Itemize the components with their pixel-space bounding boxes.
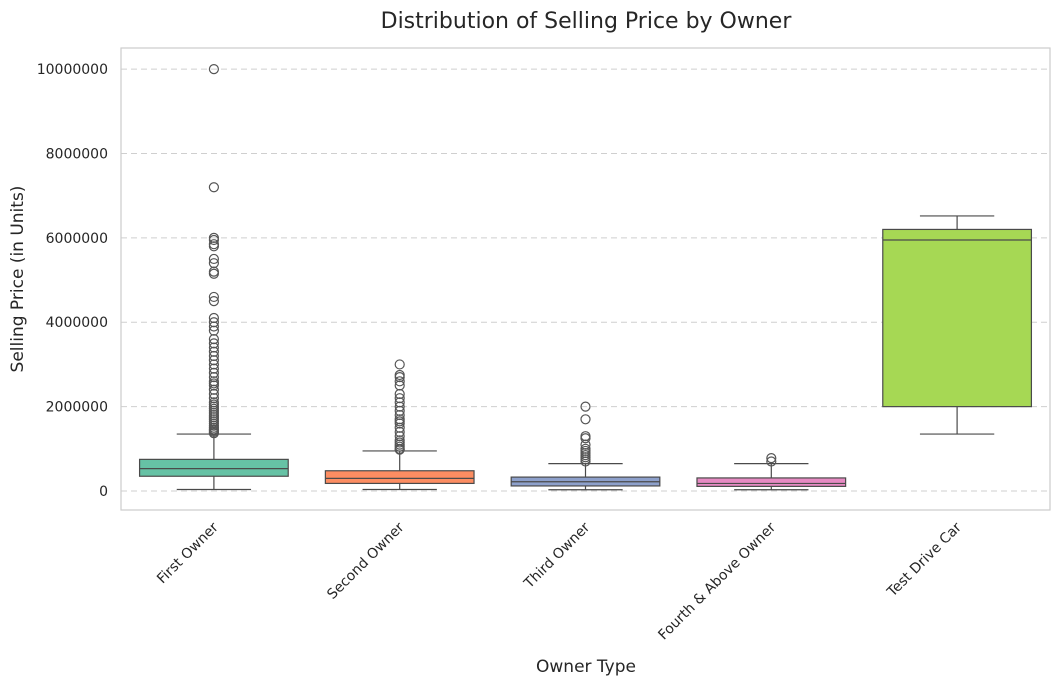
iqr-box <box>324 470 475 485</box>
grid <box>121 68 1050 492</box>
outlier-point <box>394 393 405 404</box>
outlier-point <box>208 268 219 279</box>
plot-area <box>138 63 1033 491</box>
box-3 <box>510 401 661 491</box>
outlier-point <box>580 401 591 412</box>
x-tick-label: First Owner <box>154 519 222 587</box>
outlier-point <box>208 258 219 269</box>
y-tick-label: 8000000 <box>46 146 108 162</box>
outlier-point <box>208 63 219 75</box>
y-axis-ticks: 0 2000000 4000000 6000000 8000000 10000000 <box>37 62 108 500</box>
outlier-point <box>766 456 777 467</box>
iqr-box <box>882 228 1033 408</box>
y-tick-label: 10000000 <box>37 62 108 78</box>
outlier-point <box>580 431 591 442</box>
outlier-point <box>394 376 405 387</box>
outlier-point <box>208 182 219 193</box>
outlier-point <box>208 266 219 277</box>
outlier-point <box>394 369 405 381</box>
box-4 <box>696 453 847 491</box>
y-tick-label: 0 <box>99 484 108 500</box>
outlier-point <box>580 414 591 425</box>
x-tick-label: Second Owner <box>324 519 407 602</box>
iqr-box <box>696 477 847 487</box>
outlier-point <box>208 296 219 307</box>
outlier-point <box>580 433 591 444</box>
x-axis-ticks: First Owner Second Owner Third Owner Fourth… <box>154 519 965 643</box>
y-axis-label: Selling Price (in Units) <box>8 186 28 373</box>
outlier-point <box>580 443 591 454</box>
x-tick-label: Test Drive Car <box>884 519 965 600</box>
y-tick-label: 2000000 <box>46 400 108 416</box>
chart-title: Distribution of Selling Price by Owner <box>381 9 793 34</box>
box-2 <box>324 359 475 491</box>
outlier-point <box>208 253 219 265</box>
x-axis-label: Owner Type <box>536 657 636 677</box>
x-tick-label: Third Owner <box>521 519 594 592</box>
iqr-box <box>138 458 289 477</box>
outlier-point <box>208 239 219 250</box>
outlier-point <box>208 338 219 349</box>
box-1 <box>138 63 289 491</box>
outlier-point <box>394 359 405 370</box>
box-5 <box>882 215 1033 435</box>
outlier-point <box>208 232 219 243</box>
outlier-point <box>208 291 219 303</box>
outlier-point <box>208 312 219 324</box>
y-tick-label: 6000000 <box>46 231 108 247</box>
plot-frame <box>120 47 1051 511</box>
outlier-point <box>208 317 219 328</box>
y-tick-label: 4000000 <box>46 315 108 331</box>
outlier-point <box>766 453 777 464</box>
x-tick-label: Fourth & Above Owner <box>655 519 779 643</box>
